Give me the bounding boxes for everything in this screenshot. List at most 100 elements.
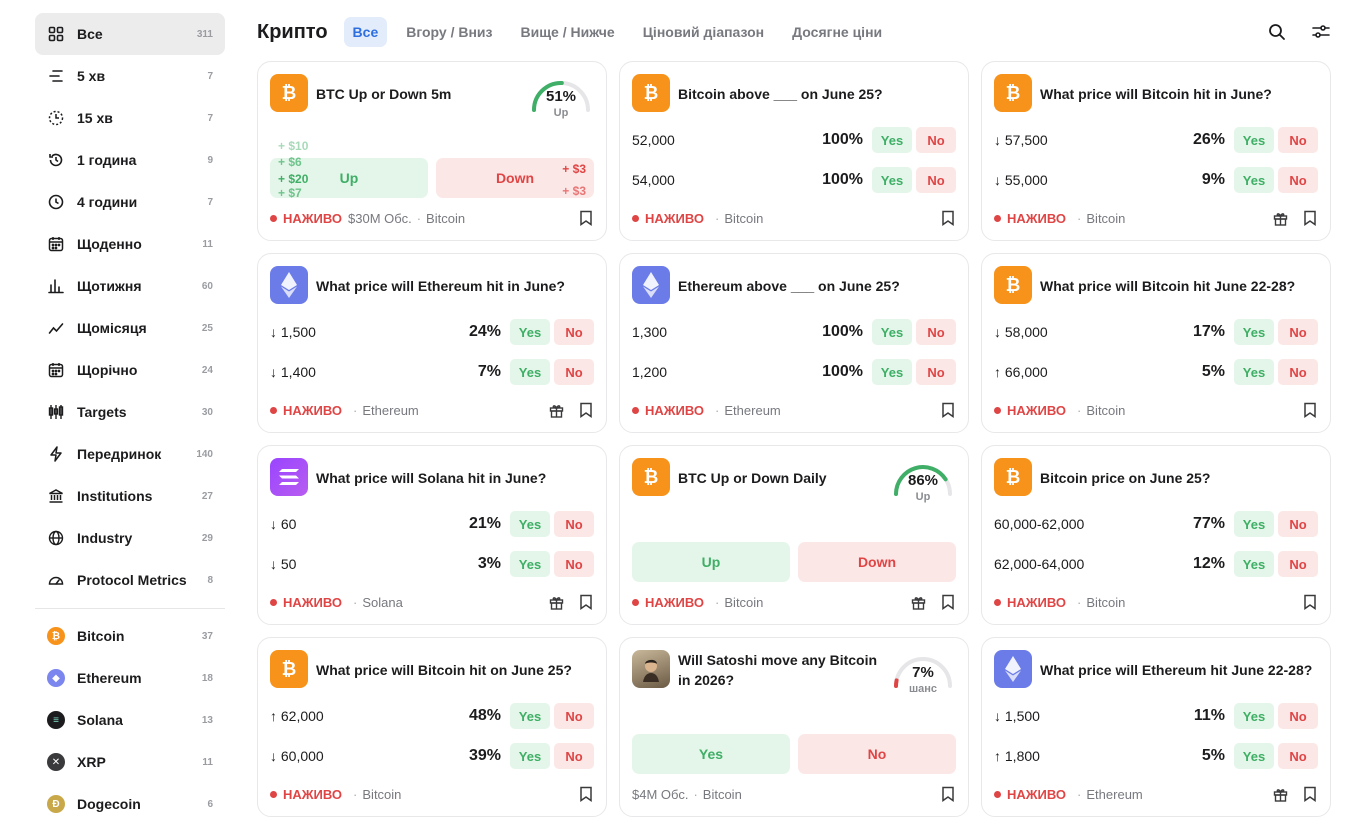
up-button[interactable]: Up: [270, 158, 428, 198]
yes-button[interactable]: Yes: [872, 359, 912, 385]
gift-icon[interactable]: [548, 402, 564, 418]
market-card[interactable]: Ethereum above ___ on June 25? 1,300 100%…: [619, 253, 969, 433]
sidebar-item-industry[interactable]: Industry 29: [35, 517, 225, 559]
no-button[interactable]: No: [1278, 167, 1318, 193]
yes-button[interactable]: Yes: [872, 319, 912, 345]
sidebar-item-institutions[interactable]: Institutions 27: [35, 475, 225, 517]
bookmark-icon[interactable]: [940, 210, 956, 226]
bookmark-icon[interactable]: [1302, 210, 1318, 226]
yes-button[interactable]: Yes: [1234, 511, 1274, 537]
yes-button[interactable]: Yes: [1234, 551, 1274, 577]
sidebar-coin-dogecoin[interactable]: Ð Dogecoin 6: [35, 783, 225, 825]
market-card[interactable]: ₿ Bitcoin price on June 25? 60,000-62,00…: [981, 445, 1331, 625]
bookmark-icon[interactable]: [1302, 402, 1318, 418]
sidebar-coin-bitcoin[interactable]: ₿ Bitcoin 37: [35, 615, 225, 657]
market-card[interactable]: ₿ Bitcoin above ___ on June 25? 52,000 10…: [619, 61, 969, 241]
coin-tag[interactable]: Bitcoin: [724, 594, 764, 610]
sidebar-item-5min[interactable]: 5 хв 7: [35, 55, 225, 97]
coin-tag[interactable]: Bitcoin: [724, 210, 764, 226]
no-button[interactable]: No: [554, 551, 594, 577]
no-button[interactable]: No: [1278, 359, 1318, 385]
no-button[interactable]: No: [916, 319, 956, 345]
yes-button[interactable]: Yes: [1234, 359, 1274, 385]
coin-tag[interactable]: Bitcoin: [1086, 594, 1126, 610]
yes-button[interactable]: Yes: [1234, 127, 1274, 153]
coin-tag[interactable]: Bitcoin: [426, 210, 466, 226]
no-button[interactable]: No: [1278, 511, 1318, 537]
sidebar-item-weekly[interactable]: Щотижня 60: [35, 265, 225, 307]
bookmark-icon[interactable]: [578, 786, 594, 802]
sidebar-item-premarket[interactable]: Передринок 140: [35, 433, 225, 475]
market-card[interactable]: ₿ What price will Bitcoin hit in June? ↓…: [981, 61, 1331, 241]
gift-icon[interactable]: [548, 594, 564, 610]
no-button[interactable]: No: [916, 359, 956, 385]
market-card[interactable]: What price will Solana hit in June? ↓ 60…: [257, 445, 607, 625]
sidebar-item-all[interactable]: Все 311: [35, 13, 225, 55]
market-card[interactable]: ₿ BTC Up or Down 5m 51% Up Up Down + $10…: [257, 61, 607, 241]
tab-price-range[interactable]: Ціновий діапазон: [642, 24, 765, 40]
sidebar-coin-xrp[interactable]: ✕ XRP 11: [35, 741, 225, 783]
no-button[interactable]: No: [554, 743, 594, 769]
sidebar-item-4hours[interactable]: 4 години 7: [35, 181, 225, 223]
market-card[interactable]: ₿ BTC Up or Down Daily 86% Up Up Down НА…: [619, 445, 969, 625]
gift-icon[interactable]: [1272, 210, 1288, 226]
yes-button[interactable]: Yes: [1234, 319, 1274, 345]
yes-button[interactable]: Yes: [510, 703, 550, 729]
down-button[interactable]: Down: [798, 542, 956, 582]
bookmark-icon[interactable]: [940, 594, 956, 610]
no-button[interactable]: No: [1278, 127, 1318, 153]
coin-tag[interactable]: Ethereum: [724, 402, 781, 418]
no-button[interactable]: No: [554, 703, 594, 729]
bookmark-icon[interactable]: [1302, 594, 1318, 610]
bookmark-icon[interactable]: [578, 594, 594, 610]
sidebar-item-daily[interactable]: Щоденно 11: [35, 223, 225, 265]
no-button[interactable]: No: [1278, 319, 1318, 345]
bookmark-icon[interactable]: [940, 402, 956, 418]
tab-above-below[interactable]: Вище / Нижче: [520, 24, 615, 40]
no-button[interactable]: No: [798, 734, 956, 774]
no-button[interactable]: No: [554, 359, 594, 385]
yes-button[interactable]: Yes: [1234, 743, 1274, 769]
yes-button[interactable]: Yes: [510, 511, 550, 537]
coin-tag[interactable]: Ethereum: [1086, 786, 1143, 802]
coin-tag[interactable]: Solana: [362, 594, 403, 610]
gift-icon[interactable]: [1272, 786, 1288, 802]
no-button[interactable]: No: [916, 127, 956, 153]
bookmark-icon[interactable]: [578, 210, 594, 226]
bookmark-icon[interactable]: [578, 402, 594, 418]
yes-button[interactable]: Yes: [632, 734, 790, 774]
sidebar-item-monthly[interactable]: Щомісяця 25: [35, 307, 225, 349]
yes-button[interactable]: Yes: [872, 167, 912, 193]
coin-tag[interactable]: Bitcoin: [362, 786, 402, 802]
no-button[interactable]: No: [916, 167, 956, 193]
sidebar-item-protocol-metrics[interactable]: Protocol Metrics 8: [35, 559, 225, 601]
no-button[interactable]: No: [554, 319, 594, 345]
coin-tag[interactable]: Ethereum: [362, 402, 419, 418]
tab-up-down[interactable]: Вгору / Вниз: [406, 24, 493, 40]
down-button[interactable]: Down: [436, 158, 594, 198]
tab-hit-price[interactable]: Досягне ціни: [792, 24, 883, 40]
coin-tag[interactable]: Bitcoin: [702, 786, 742, 802]
market-card[interactable]: ₿ What price will Bitcoin hit June 22-28…: [981, 253, 1331, 433]
bookmark-icon[interactable]: [940, 786, 956, 802]
search-icon[interactable]: [1267, 22, 1287, 42]
coin-tag[interactable]: Bitcoin: [1086, 210, 1126, 226]
sidebar-item-1hour[interactable]: 1 година 9: [35, 139, 225, 181]
yes-button[interactable]: Yes: [510, 551, 550, 577]
no-button[interactable]: No: [1278, 743, 1318, 769]
no-button[interactable]: No: [1278, 551, 1318, 577]
yes-button[interactable]: Yes: [1234, 167, 1274, 193]
up-button[interactable]: Up: [632, 542, 790, 582]
yes-button[interactable]: Yes: [1234, 703, 1274, 729]
tab-all[interactable]: Все: [343, 17, 388, 47]
sidebar-coin-ethereum[interactable]: ◆ Ethereum 18: [35, 657, 225, 699]
market-card[interactable]: ₿ What price will Bitcoin hit on June 25…: [257, 637, 607, 817]
sidebar-item-targets[interactable]: Targets 30: [35, 391, 225, 433]
no-button[interactable]: No: [554, 511, 594, 537]
sidebar-item-15min[interactable]: 15 хв 7: [35, 97, 225, 139]
filter-sliders-icon[interactable]: [1311, 22, 1331, 42]
market-card[interactable]: What price will Ethereum hit June 22-28?…: [981, 637, 1331, 817]
bookmark-icon[interactable]: [1302, 786, 1318, 802]
yes-button[interactable]: Yes: [510, 359, 550, 385]
coin-tag[interactable]: Bitcoin: [1086, 402, 1126, 418]
